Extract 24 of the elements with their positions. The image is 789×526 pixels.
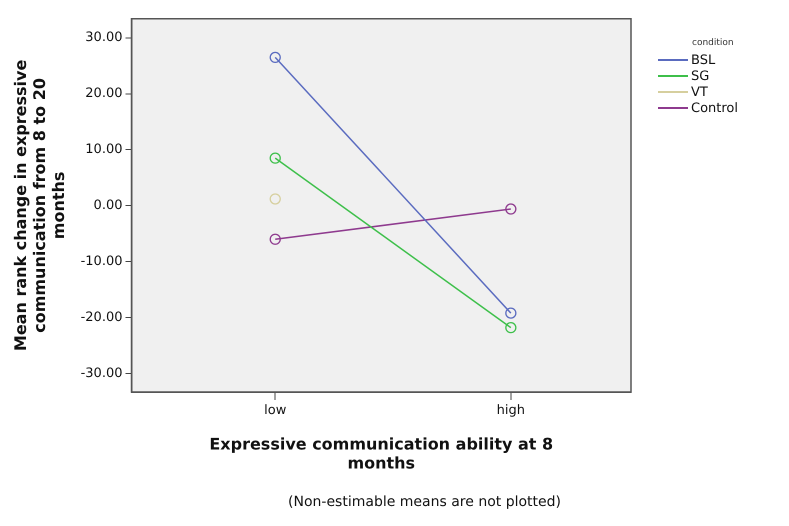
y-tick-label: 0.00 — [94, 198, 123, 214]
point — [270, 52, 281, 64]
x-axis-title: Expressive communication ability at 8 months — [209, 434, 554, 473]
x-tick-label: high — [496, 403, 526, 418]
y-tick-label: 10.00 — [85, 142, 123, 158]
x-tick-label: low — [264, 403, 287, 418]
legend-label: Control — [691, 100, 738, 116]
point — [505, 203, 516, 215]
y-tick-label: -20.00 — [80, 310, 123, 325]
y-axis-title: Mean rank change in expressive communication from 8 to 20 months — [10, 60, 68, 352]
y-tick-label: 20.00 — [85, 86, 123, 102]
text: (Non-estimable means are not plotted) — [287, 494, 562, 510]
point — [270, 152, 281, 164]
point — [505, 322, 516, 334]
legend-title: condition — [692, 38, 735, 48]
legend-label: VT — [691, 84, 708, 100]
legend-label: BSL — [691, 52, 716, 68]
y-tick-label: -30.00 — [80, 366, 123, 381]
point — [270, 234, 281, 245]
y-tick-label: 30.00 — [85, 30, 123, 46]
point — [505, 307, 516, 319]
y-tick-label: -10.00 — [80, 254, 123, 270]
legend-label: SG — [691, 68, 710, 84]
point — [270, 193, 281, 205]
